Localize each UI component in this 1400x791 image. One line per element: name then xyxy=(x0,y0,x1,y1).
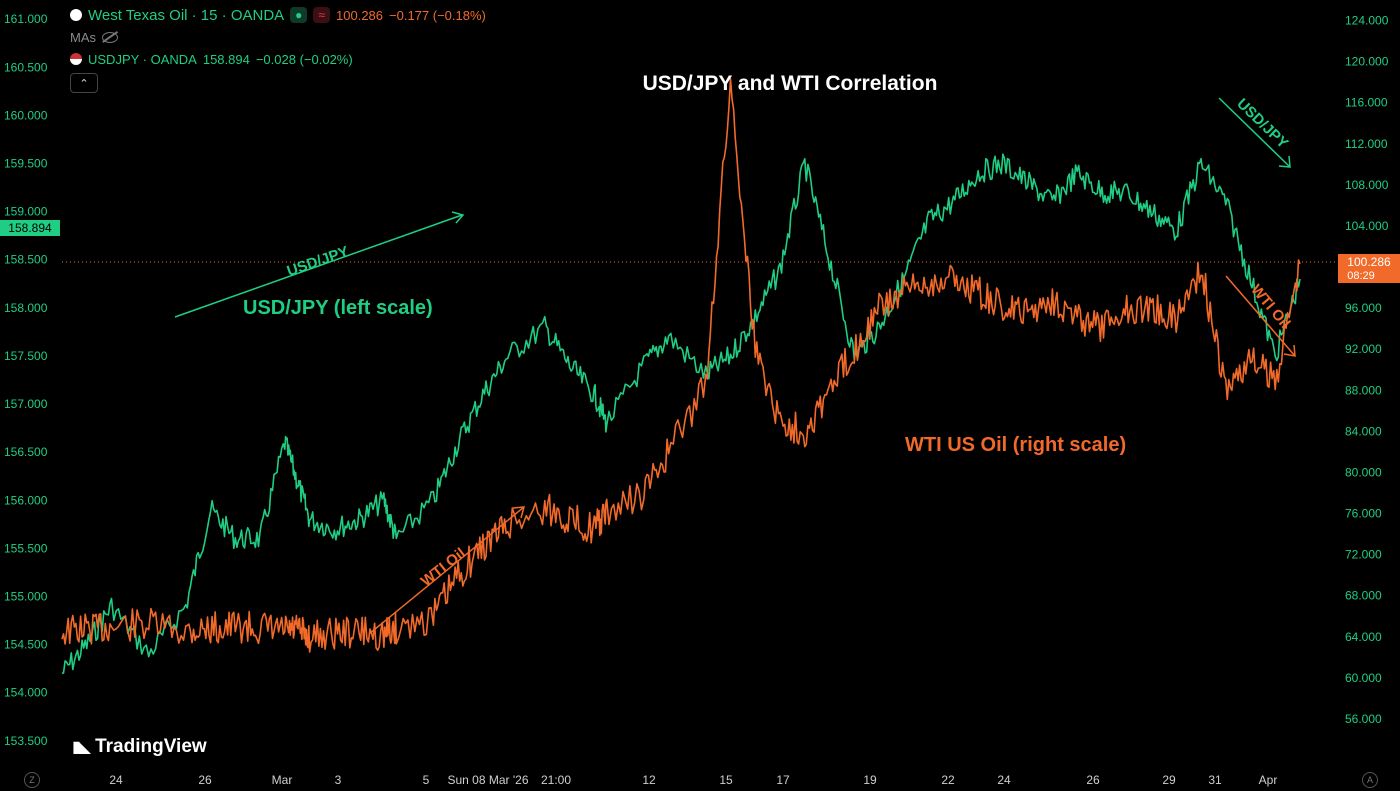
x-axis-label: Apr xyxy=(1259,773,1278,787)
left-axis-tick: 157.500 xyxy=(4,349,48,363)
compare-symbol-change: −0.028 (−0.02%) xyxy=(255,51,353,67)
right-axis-tick: 60.000 xyxy=(1345,671,1382,685)
right-axis-tick: 112.000 xyxy=(1345,137,1388,151)
left-axis-tick: 156.000 xyxy=(4,493,48,507)
right-axis-tick: 104.000 xyxy=(1345,219,1389,233)
indicator-row[interactable]: MAs xyxy=(70,26,486,48)
wti-up-label: WTI Oil xyxy=(418,545,469,590)
right-axis-tick: 72.000 xyxy=(1345,548,1382,562)
x-axis-label: Sun 08 Mar '26 xyxy=(447,773,528,787)
x-axis-label: 5 xyxy=(423,773,430,787)
x-axis-label: 3 xyxy=(335,773,342,787)
left-axis-tick: 154.000 xyxy=(4,686,48,700)
usdjpy-down-arrow xyxy=(1218,97,1291,168)
main-symbol-change: −0.177 (−0.18%) xyxy=(389,7,486,23)
left-axis-tick: 155.500 xyxy=(4,541,48,555)
main-symbol-title[interactable]: West Texas Oil · 15 · OANDA xyxy=(88,6,285,24)
tradingview-mark-icon: ▮◣ xyxy=(72,739,91,756)
wti-down-arrowhead xyxy=(1283,344,1296,357)
left-axis-tick: 155.000 xyxy=(4,589,48,603)
right-axis-tick: 76.000 xyxy=(1345,507,1382,521)
x-axis-label: 24 xyxy=(997,773,1011,787)
usdjpy-up-label: USD/JPY xyxy=(285,243,351,280)
x-axis-label: 12 xyxy=(642,773,656,787)
right-axis-tick: 124.000 xyxy=(1345,14,1389,28)
usdjpy-series-line[interactable] xyxy=(61,153,1301,674)
left-axis-tick: 160.000 xyxy=(4,108,48,122)
left-axis-tick: 154.500 xyxy=(4,638,48,652)
right-axis-tick: 64.000 xyxy=(1345,630,1382,644)
right-axis-tick: 56.000 xyxy=(1345,712,1382,726)
collapse-legend-button[interactable]: ⌃ xyxy=(70,73,98,93)
left-last-price-box xyxy=(0,220,60,236)
wti-down-label: WTI Oil xyxy=(1247,281,1293,332)
x-axis-label: 31 xyxy=(1208,773,1222,787)
right-axis-tick: 84.000 xyxy=(1345,424,1382,438)
right-last-price-box xyxy=(1338,254,1400,283)
left-axis-tick: 156.500 xyxy=(4,445,48,459)
left-last-price-label: 158.894 xyxy=(8,221,52,235)
x-axis-label: 19 xyxy=(863,773,877,787)
bar-countdown-label: 08:29 xyxy=(1347,270,1375,282)
right-axis-tick: 96.000 xyxy=(1345,301,1382,315)
right-axis-tick: 92.000 xyxy=(1345,342,1382,356)
tradingview-logo[interactable]: ▮◣ TradingView xyxy=(72,736,207,758)
wti-up-arrowhead xyxy=(512,506,526,519)
x-axis-label: 17 xyxy=(776,773,790,787)
x-axis-label: 15 xyxy=(719,773,733,787)
mas-indicator-label[interactable]: MAs xyxy=(70,29,96,45)
usdjpy-down-arrowhead xyxy=(1278,155,1291,168)
left-axis-tick: 161.000 xyxy=(4,12,48,26)
usdjpy-up-arrow xyxy=(174,214,463,318)
left-axis-tick: 159.000 xyxy=(4,205,48,219)
x-axis-label: Mar xyxy=(272,773,293,787)
left-axis-tick: 160.500 xyxy=(4,60,48,74)
chart-legend: West Texas Oil · 15 · OANDA ● ≈ 100.286 … xyxy=(70,4,486,93)
x-axis-label: 21:00 xyxy=(541,773,571,787)
left-axis-tick: 153.500 xyxy=(4,734,48,748)
oil-drop-icon xyxy=(70,9,82,21)
right-axis-tick: 68.000 xyxy=(1345,589,1382,603)
left-axis-tick: 157.000 xyxy=(4,397,48,411)
left-axis-tick: 158.000 xyxy=(4,301,48,315)
left-axis-tick: 158.500 xyxy=(4,253,48,267)
main-symbol-price: 100.286 xyxy=(336,7,384,23)
right-axis-tick: 108.000 xyxy=(1345,178,1389,192)
compare-symbol-price: 158.894 xyxy=(202,51,250,67)
tradingview-wordmark: TradingView xyxy=(95,736,207,757)
compare-symbol-row[interactable]: USDJPY · OANDA 158.894 −0.028 (−0.02%) xyxy=(70,48,486,70)
usdjpy-scale-label: USD/JPY (left scale) xyxy=(243,297,433,319)
right-axis-tick: 80.000 xyxy=(1345,465,1382,479)
x-axis-label: 26 xyxy=(198,773,212,787)
usdjpy-up-arrowhead xyxy=(451,211,465,224)
compare-symbol-title[interactable]: USDJPY · OANDA xyxy=(88,51,197,67)
x-axis-label: 22 xyxy=(941,773,955,787)
right-axis-tick: 116.000 xyxy=(1345,96,1388,110)
timezone-button[interactable]: Z xyxy=(24,772,40,788)
x-axis-label: 26 xyxy=(1086,773,1100,787)
main-symbol-row[interactable]: West Texas Oil · 15 · OANDA ● ≈ 100.286 … xyxy=(70,4,486,26)
right-axis-tick: 120.000 xyxy=(1345,55,1389,69)
chart-title: USD/JPY and WTI Correlation xyxy=(643,72,938,95)
wti-series-line[interactable] xyxy=(61,78,1301,653)
wti-scale-label: WTI US Oil (right scale) xyxy=(905,434,1126,456)
market-status-icon[interactable]: ● xyxy=(290,7,308,23)
hidden-eye-icon[interactable] xyxy=(102,31,118,43)
wti-up-arrow xyxy=(368,506,525,635)
delayed-data-icon[interactable]: ≈ xyxy=(313,7,331,23)
wti-down-arrow xyxy=(1225,275,1296,357)
right-last-price-label: 100.286 xyxy=(1347,255,1391,269)
left-axis-tick: 159.500 xyxy=(4,157,48,171)
x-axis-label: 29 xyxy=(1162,773,1176,787)
us-flag-icon xyxy=(70,53,82,65)
usdjpy-down-label: USD/JPY xyxy=(1233,95,1291,152)
auto-scale-button[interactable]: A xyxy=(1362,772,1378,788)
x-axis-label: 24 xyxy=(109,773,123,787)
right-axis-tick: 88.000 xyxy=(1345,383,1382,397)
